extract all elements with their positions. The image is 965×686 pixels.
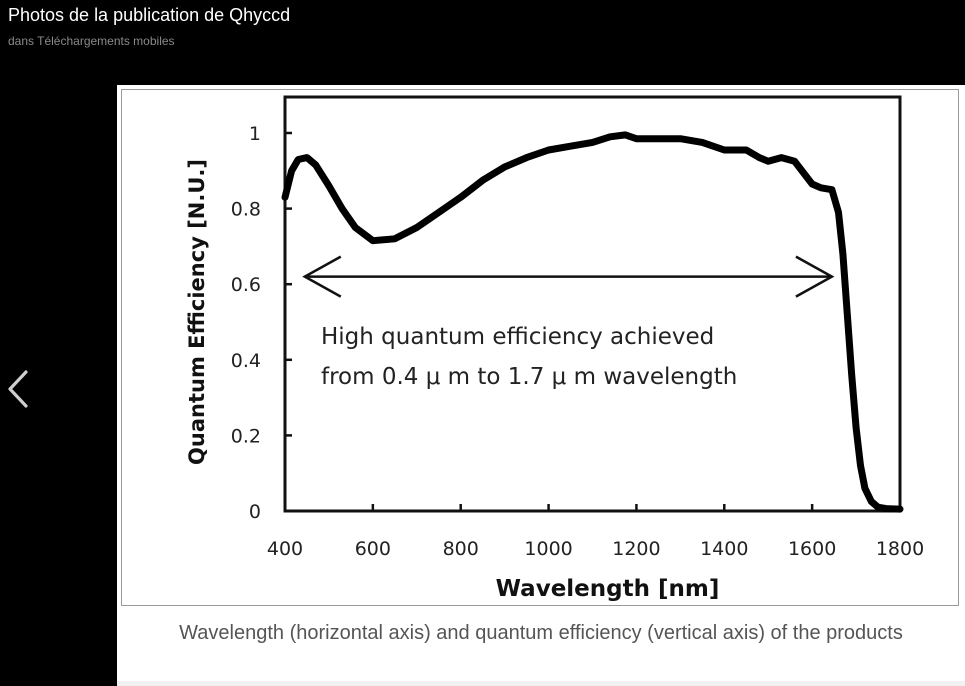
x-tick-label: 1400 bbox=[700, 538, 748, 560]
range-arrow bbox=[302, 255, 835, 298]
x-tick-label: 1200 bbox=[612, 538, 660, 560]
page-title: Photos de la publication de Qhyccd bbox=[8, 5, 291, 25]
x-tick-label: 400 bbox=[267, 538, 303, 560]
y-tick-label: 0 bbox=[249, 501, 261, 523]
y-tick-label: 0.6 bbox=[231, 274, 261, 296]
chart-image: 0 0.2 0.4 0.6 0.8 1 400 600 800 1000 1200 1400 1600… bbox=[121, 89, 959, 606]
y-tick-label: 0.4 bbox=[231, 350, 261, 372]
chevron-left-icon bbox=[8, 370, 28, 408]
qe-curve-line bbox=[281, 131, 904, 513]
previous-photo-button[interactable] bbox=[2, 362, 42, 412]
y-tick-label: 0.2 bbox=[231, 425, 261, 447]
y-tick-label: 0.8 bbox=[231, 199, 261, 221]
arrow-head-right bbox=[795, 255, 835, 298]
panel-footer-strip bbox=[117, 681, 965, 686]
annotation-line-2: from 0.4 μ m to 1.7 μ m wavelength bbox=[321, 364, 737, 390]
y-axis-label: Quantum Efficiency [N.U.] bbox=[185, 159, 209, 465]
qe-chart: 0 0.2 0.4 0.6 0.8 1 400 600 800 1000 1200 1400 1600… bbox=[185, 95, 924, 602]
photo-panel: 0 0.2 0.4 0.6 0.8 1 400 600 800 1000 1200 1400 1600… bbox=[117, 85, 965, 686]
x-tick-label: 600 bbox=[355, 538, 391, 560]
x-tick-label: 1600 bbox=[788, 538, 836, 560]
x-tick-label: 1800 bbox=[876, 538, 924, 560]
x-tick-label: 800 bbox=[443, 538, 479, 560]
y-tick-label: 1 bbox=[249, 123, 261, 145]
plot-area bbox=[283, 95, 902, 513]
x-tick-label: 1000 bbox=[524, 538, 572, 560]
page-subtitle[interactable]: dans Téléchargements mobiles bbox=[8, 34, 175, 48]
annotation-line-1: High quantum efficiency achieved bbox=[321, 324, 714, 350]
arrow-head-left bbox=[302, 255, 342, 298]
x-axis-label: Wavelength [nm] bbox=[496, 576, 720, 602]
photo-caption: Wavelength (horizontal axis) and quantum… bbox=[179, 622, 903, 644]
